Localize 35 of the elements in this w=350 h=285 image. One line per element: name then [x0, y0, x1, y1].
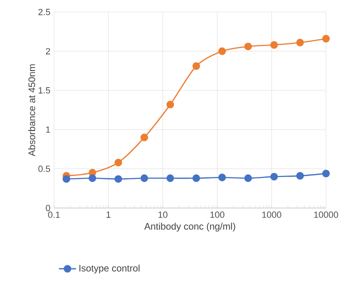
y-tick-label: 1 [46, 126, 50, 133]
point [140, 174, 148, 182]
x-tick-label: 1000 [262, 212, 282, 218]
y-tick-label: 2.5 [38, 8, 50, 16]
point [114, 175, 122, 183]
x-tick-label: 10000 [314, 212, 338, 218]
point [166, 100, 174, 108]
point [218, 174, 226, 182]
x-axis-title: Antibody conc (ng/ml) [144, 222, 236, 232]
point [218, 47, 226, 55]
x-tick-label: 10 [158, 212, 168, 218]
point [270, 172, 278, 180]
y-tick-label: 2 [46, 48, 50, 54]
point [192, 174, 200, 182]
x-tick-label: 100 [210, 212, 224, 218]
point [192, 62, 200, 70]
point [244, 174, 252, 182]
point [88, 174, 96, 182]
point [244, 42, 252, 50]
y-axis-title: Absorbance at 450nm [28, 64, 36, 156]
point [140, 134, 148, 142]
point [296, 172, 304, 180]
point [296, 38, 304, 46]
point [166, 174, 174, 182]
point [322, 34, 330, 42]
x-tick-label: 0.1 [48, 212, 60, 218]
point [322, 170, 330, 178]
legend-label: Isotype control [79, 264, 140, 274]
y-tick-label: 0 [46, 204, 50, 212]
point [270, 41, 278, 49]
x-tick-label: 1 [106, 212, 110, 218]
y-tick-label: 0.5 [38, 166, 50, 172]
y-tick-label: 1.5 [38, 87, 50, 94]
point [62, 175, 70, 183]
point [114, 158, 122, 166]
